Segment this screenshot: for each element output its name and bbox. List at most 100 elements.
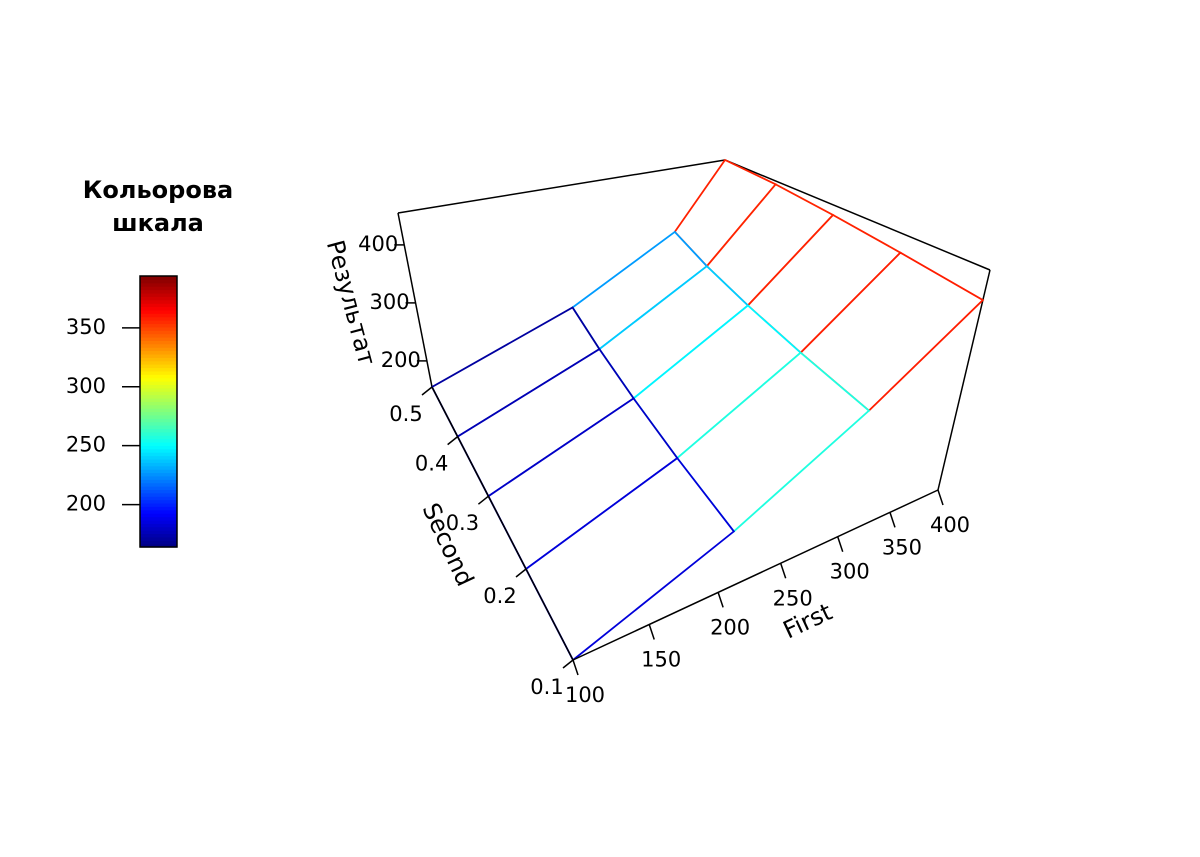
x-tick-label: 250 bbox=[773, 586, 813, 610]
colorbar-title: шкала bbox=[112, 209, 204, 237]
x-tick-label: 200 bbox=[710, 615, 750, 639]
box-edge bbox=[724, 159, 991, 271]
colorbar-segment bbox=[140, 523, 177, 528]
colorbar-segment bbox=[140, 391, 177, 396]
colorbar-segment bbox=[140, 543, 177, 548]
x-tick-label: 300 bbox=[830, 560, 870, 584]
colorbar-segment bbox=[140, 492, 177, 497]
colorbar-segment bbox=[140, 343, 177, 348]
colorbar-segment bbox=[140, 499, 177, 504]
colorbar-segment bbox=[140, 364, 177, 369]
colorbar-segment bbox=[140, 309, 177, 314]
y-tick bbox=[477, 495, 489, 505]
colorbar-segment bbox=[140, 482, 177, 487]
colorbar-segment bbox=[140, 431, 177, 436]
x-tick-label: 400 bbox=[930, 513, 970, 537]
x-tick bbox=[572, 659, 579, 676]
colorbar-segment bbox=[140, 540, 177, 545]
colorbar-segment bbox=[140, 326, 177, 331]
colorbar-segment bbox=[140, 347, 177, 352]
y-tick-label: 0.4 bbox=[415, 452, 448, 476]
colorbar-segment bbox=[140, 286, 177, 291]
colorbar-segment bbox=[140, 313, 177, 318]
colorbar-segment bbox=[140, 452, 177, 457]
colorbar-frame bbox=[139, 275, 178, 548]
colorbar-segment bbox=[140, 408, 177, 413]
colorbar-segment bbox=[140, 465, 177, 470]
colorbar-segment bbox=[140, 357, 177, 362]
colorbar-segment bbox=[140, 455, 177, 460]
y-tick bbox=[562, 659, 574, 669]
box-edge bbox=[937, 269, 991, 491]
colorbar-segment bbox=[140, 303, 177, 308]
colorbar-tick-label: 200 bbox=[66, 492, 106, 516]
colorbar-segment bbox=[140, 292, 177, 297]
colorbar-segment bbox=[140, 282, 177, 287]
x-tick bbox=[779, 563, 787, 579]
y-tick-label: 0.5 bbox=[389, 402, 422, 426]
colorbar-segment bbox=[140, 475, 177, 480]
colorbar-segment bbox=[140, 333, 177, 338]
box-edge bbox=[397, 159, 726, 214]
y-tick-label: 0.1 bbox=[530, 675, 563, 699]
colorbar-segment bbox=[140, 441, 177, 446]
colorbar-segment bbox=[140, 513, 177, 518]
colorbar-segment bbox=[140, 387, 177, 392]
colorbar-segment bbox=[140, 445, 177, 450]
colorbar-segment bbox=[140, 353, 177, 358]
colorbar-segment bbox=[140, 320, 177, 325]
colorbar-segment bbox=[140, 276, 177, 280]
z-tick-label: 400 bbox=[358, 232, 398, 256]
colorbar-segment bbox=[140, 381, 177, 385]
colorbar-segment bbox=[140, 533, 177, 538]
x-tick bbox=[837, 536, 844, 552]
colorbar-segment bbox=[140, 289, 177, 294]
colorbar-tick-label: 300 bbox=[66, 374, 106, 398]
colorbar-segment bbox=[140, 316, 177, 321]
colorbar-segment bbox=[140, 411, 177, 416]
colorbar-segment bbox=[140, 428, 177, 433]
colorbar-segment bbox=[140, 279, 177, 284]
x-tick bbox=[889, 512, 896, 528]
colorbar-segment bbox=[140, 414, 177, 419]
colorbar-segment bbox=[140, 296, 177, 301]
colorbar-segment bbox=[140, 404, 177, 409]
y-tick bbox=[421, 386, 433, 396]
colorbar-segment bbox=[140, 536, 177, 541]
x-tick bbox=[648, 624, 655, 640]
colorbar-segment bbox=[140, 519, 177, 524]
colorbar-segment bbox=[140, 330, 177, 335]
x-tick-label: 100 bbox=[565, 683, 605, 707]
colorbar-segment bbox=[140, 394, 177, 399]
colorbar-segment bbox=[140, 374, 177, 379]
colorbar-segment bbox=[140, 299, 177, 304]
colorbar-segment bbox=[140, 421, 177, 426]
colorbar-segment bbox=[140, 367, 177, 372]
colorbar-segment bbox=[140, 469, 177, 474]
z-tick-label: 200 bbox=[381, 348, 421, 372]
colorbar-segment bbox=[140, 384, 177, 389]
colorbar-segment bbox=[140, 479, 177, 484]
colorbar-segment bbox=[140, 509, 177, 514]
box-edge bbox=[397, 212, 433, 388]
colorbar-segment bbox=[140, 526, 177, 531]
y-tick-label: 0.3 bbox=[446, 511, 479, 535]
colorbar-segment bbox=[140, 506, 177, 511]
colorbar-segment bbox=[140, 425, 177, 430]
y-tick bbox=[515, 568, 527, 578]
colorbar-segment bbox=[140, 530, 177, 535]
colorbar-segment bbox=[140, 336, 177, 341]
colorbar-segment bbox=[140, 489, 177, 494]
colorbar-segment bbox=[140, 360, 177, 365]
z-tick-label: 300 bbox=[369, 290, 409, 314]
colorbar-segment bbox=[140, 401, 177, 406]
colorbar-segment bbox=[140, 448, 177, 453]
colorbar-segment bbox=[140, 306, 177, 311]
colorbar-segment bbox=[140, 323, 177, 328]
y-tick bbox=[447, 436, 459, 446]
colorbar-segment bbox=[140, 418, 177, 423]
colorbar-segment bbox=[140, 502, 177, 507]
colorbar-segment bbox=[140, 340, 177, 345]
colorbar-segment bbox=[140, 486, 177, 491]
